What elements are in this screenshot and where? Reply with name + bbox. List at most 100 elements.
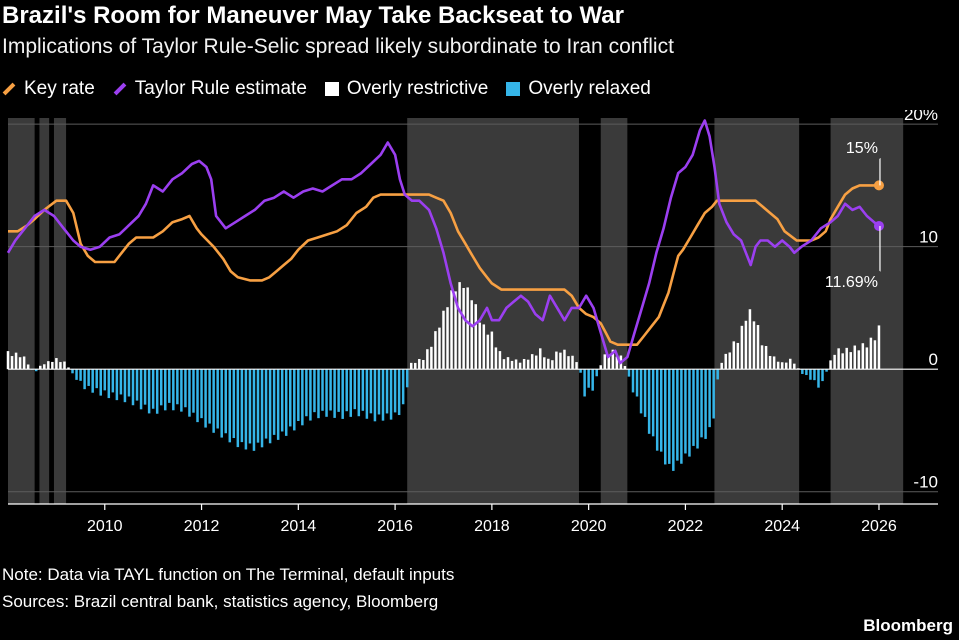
overly-restrictive-bar <box>732 341 736 370</box>
overly-relaxed-bar <box>579 369 582 373</box>
x-tick-label: 2022 <box>668 518 704 535</box>
overly-relaxed-bar <box>204 369 207 428</box>
overly-relaxed-bar <box>248 369 252 444</box>
legend-label-key-rate: Key rate <box>24 78 95 99</box>
overly-relaxed-bar <box>309 369 312 421</box>
y-tick-label: 20% <box>904 110 938 124</box>
overly-relaxed-bar <box>260 369 264 448</box>
overly-restrictive-bar <box>22 356 26 370</box>
x-tick-label: 2012 <box>184 518 220 535</box>
overly-relaxed-bar <box>293 369 296 431</box>
overly-relaxed-bar <box>95 369 98 389</box>
overly-relaxed-bar <box>825 369 828 372</box>
overly-relaxed-bar <box>345 369 348 412</box>
overly-relaxed-bar <box>708 369 711 428</box>
overly-restrictive-bar <box>486 334 490 370</box>
overly-restrictive-bar <box>760 345 764 370</box>
overly-restrictive-bar <box>522 358 526 370</box>
overly-relaxed-bar <box>107 369 111 399</box>
overly-relaxed-bar <box>220 369 223 438</box>
overly-relaxed-bar <box>216 369 219 429</box>
legend-item-key-rate: Key rate <box>2 78 95 100</box>
overly-relaxed-bar <box>131 369 135 406</box>
overly-relaxed-bar <box>393 369 397 413</box>
overly-restrictive-bar <box>10 356 14 370</box>
overly-relaxed-bar <box>321 369 324 411</box>
overly-relaxed-bar <box>71 369 74 374</box>
key-rate-endpoint <box>873 180 884 191</box>
overly-restrictive-bar <box>510 360 514 370</box>
overly-relaxed-bar <box>381 369 385 421</box>
x-tick-label: 2024 <box>764 518 800 535</box>
overly-restrictive-bar <box>458 282 461 370</box>
overly-restrictive-bar <box>853 345 857 370</box>
overly-restrictive-bar <box>776 361 780 370</box>
overly-relaxed-bar <box>680 369 683 464</box>
overly-restrictive-bar <box>498 351 502 370</box>
overly-restrictive-bar <box>422 359 425 370</box>
overly-relaxed-bar <box>176 369 179 405</box>
chart-title: Brazil's Room for Maneuver May Take Back… <box>2 2 624 29</box>
overly-relaxed-bar <box>143 369 147 405</box>
overly-restrictive-bar <box>490 331 494 370</box>
overly-restrictive-bar <box>861 343 865 370</box>
overly-relaxed-bar <box>397 369 401 416</box>
overly-restrictive-bar <box>454 291 457 370</box>
overly-restrictive-bar <box>793 363 796 370</box>
overly-restrictive-bar <box>784 362 788 370</box>
overly-relaxed-bar <box>111 369 115 393</box>
overly-relaxed-bar <box>704 369 707 439</box>
overly-relaxed-bar <box>373 369 377 422</box>
overly-restrictive-bar <box>555 351 558 370</box>
shaded-period <box>53 118 67 504</box>
sources-line: Sources: Brazil central bank, statistics… <box>2 592 439 611</box>
overly-relaxed-bar <box>696 369 699 449</box>
overly-relaxed-bar <box>353 369 357 410</box>
overly-restrictive-bar <box>474 304 477 370</box>
overly-relaxed-bar <box>244 369 248 450</box>
overly-relaxed-bar <box>317 369 320 419</box>
overly-restrictive-bar <box>724 353 727 370</box>
x-tick-label: 2016 <box>377 518 413 535</box>
overly-restrictive-bar <box>59 362 62 370</box>
overly-relaxed-bar <box>651 369 655 437</box>
overly-relaxed-bar <box>297 369 300 421</box>
overly-restrictive-bar <box>43 364 46 370</box>
overly-relaxed-bar <box>401 369 405 405</box>
overly-restrictive-bar <box>526 359 530 370</box>
overly-restrictive-bar <box>575 362 578 370</box>
overly-relaxed-bar <box>87 369 90 386</box>
overly-restrictive-bar <box>506 357 510 370</box>
overly-restrictive-bar <box>780 362 784 370</box>
overly-restrictive-bar <box>720 362 723 370</box>
x-tick-label: 2010 <box>87 518 123 535</box>
overly-relaxed-bar <box>115 369 119 401</box>
overly-relaxed-bar <box>659 369 663 452</box>
overly-relaxed-bar <box>341 369 344 419</box>
overly-relaxed-bar <box>305 369 308 417</box>
overly-relaxed-bar <box>365 369 369 419</box>
y-tick-label: 0 <box>929 350 938 369</box>
overly-relaxed-bar <box>712 369 715 419</box>
overly-relaxed-bar <box>333 369 336 418</box>
overly-relaxed-bar <box>276 369 280 440</box>
overly-relaxed-bar <box>301 369 304 426</box>
shaded-period <box>600 118 628 504</box>
overly-restrictive-bar <box>462 288 465 370</box>
overly-restrictive-bar <box>530 354 534 370</box>
overly-restrictive-bar <box>829 360 832 370</box>
overly-restrictive-bar <box>543 357 546 370</box>
overly-relaxed-bar <box>389 369 393 420</box>
overly-relaxed-bar <box>672 369 675 471</box>
overly-restrictive-bar <box>514 359 518 370</box>
overly-restrictive-bar <box>442 310 445 370</box>
overly-restrictive-bar <box>518 362 522 370</box>
overly-restrictive-bar <box>470 300 473 370</box>
legend: Key rate Taylor Rule estimate Overly res… <box>2 78 669 100</box>
overly-relaxed-bar <box>164 369 167 411</box>
shaded-period <box>39 118 50 504</box>
overly-relaxed-bar <box>91 369 94 393</box>
overly-restrictive-bar <box>466 287 469 370</box>
overly-relaxed-bar <box>684 369 687 454</box>
x-tick-label: 2018 <box>474 518 510 535</box>
